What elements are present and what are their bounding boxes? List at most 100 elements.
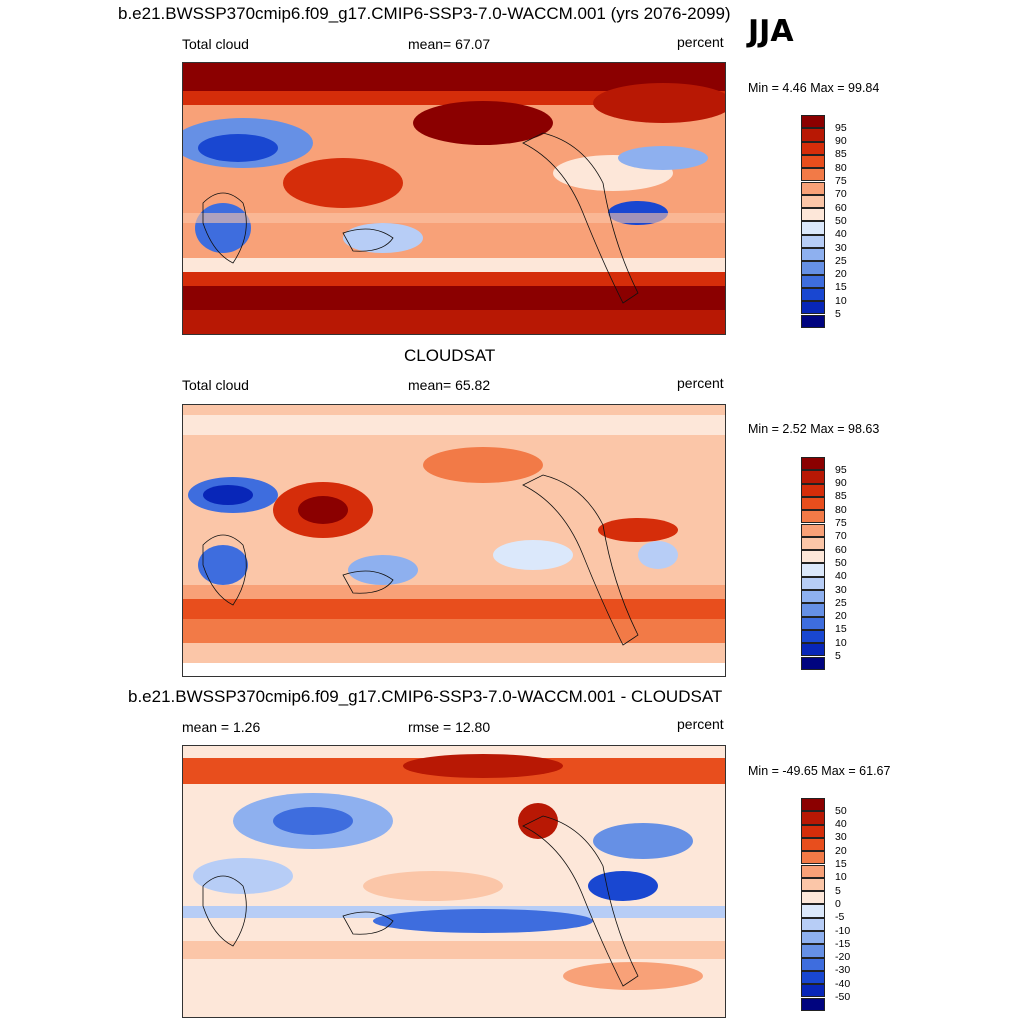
colorbar-tick-label: 15 <box>835 623 847 636</box>
colorbar-segment <box>801 470 825 484</box>
colorbar-tick-label: 90 <box>835 477 847 490</box>
colorbar-segment <box>801 181 825 195</box>
colorbar-segment <box>801 483 825 497</box>
panel-2-mean-label: mean= 65.82 <box>408 377 491 393</box>
colorbar-tick-label: 30 <box>835 241 847 254</box>
colorbar-tick-label: 20 <box>835 844 847 857</box>
colorbar-tick-label: 5 <box>835 308 841 320</box>
colorbar-tick-label: 95 <box>835 121 847 134</box>
panel-2-minmax-label: Min = 2.52 Max = 98.63 <box>748 422 880 436</box>
colorbar-segment <box>801 576 825 590</box>
colorbar-tick-label: 30 <box>835 583 847 596</box>
colorbar-tick-label: 85 <box>835 148 847 161</box>
colorbar-tick-label: -15 <box>835 937 851 950</box>
colorbar-segment <box>801 917 825 931</box>
colorbar-tick-label: 40 <box>835 228 847 241</box>
panel-2-variable-label: Total cloud <box>182 377 249 393</box>
panel-1-mean-label: mean= 67.07 <box>408 36 491 52</box>
colorbar-segment <box>801 154 825 169</box>
colorbar-segment <box>801 957 825 971</box>
colorbar-segment <box>801 141 825 155</box>
colorbar-segment <box>801 811 825 825</box>
colorbar-segment <box>801 221 825 235</box>
colorbar-tick-label: 75 <box>835 175 847 187</box>
colorbar-tick-label: 5 <box>835 884 841 897</box>
colorbar-tick-label: 75 <box>835 517 847 529</box>
colorbar-segment <box>801 314 825 328</box>
colorbar-segment <box>801 656 825 670</box>
colorbar-segment <box>801 496 825 511</box>
colorbar-tick-label: 40 <box>835 570 847 583</box>
colorbar-tick-label: 60 <box>835 201 847 214</box>
season-label: JJA <box>748 14 794 49</box>
colorbar-segment <box>801 877 825 892</box>
colorbar-tick-label: 70 <box>835 530 847 543</box>
colorbar-tick-label: -5 <box>835 911 845 924</box>
colorbar-segment <box>801 864 825 878</box>
colorbar-segment <box>801 523 825 537</box>
colorbar-segment <box>801 234 825 248</box>
colorbar-tick-label: 10 <box>835 294 847 307</box>
colorbar-segment <box>801 457 825 471</box>
colorbar-tick-label: -30 <box>835 964 851 977</box>
colorbar-tick-label: 80 <box>835 161 847 174</box>
colorbar-tick-label: -50 <box>835 991 851 1003</box>
colorbar-tick-label: 50 <box>835 804 847 817</box>
colorbar-segment <box>801 643 825 657</box>
colorbar-segment <box>801 287 825 302</box>
colorbar-tick-label: 90 <box>835 135 847 148</box>
colorbar-segment <box>801 629 825 644</box>
panel-2-contour-field <box>183 405 725 676</box>
colorbar-segment <box>801 824 825 838</box>
colorbar-segment <box>801 301 825 315</box>
colorbar-segment <box>801 274 825 288</box>
panel-3-title: b.e21.BWSSP370cmip6.f09_g17.CMIP6-SSP3-7… <box>128 687 723 706</box>
colorbar-tick-label: 15 <box>835 281 847 294</box>
panel-1-contour-field <box>183 63 725 334</box>
colorbar-tick-label: -10 <box>835 924 851 937</box>
panel-2-units-label: percent <box>677 375 724 391</box>
colorbar-segment <box>801 603 825 617</box>
colorbar-tick-label: 25 <box>835 254 847 267</box>
colorbar-segment <box>801 798 825 812</box>
colorbar-segment <box>801 944 825 958</box>
colorbar-tick-label: 5 <box>835 650 841 662</box>
panel-1-map <box>182 62 726 335</box>
colorbar-segment <box>801 168 825 182</box>
colorbar-segment <box>801 248 825 262</box>
colorbar-segment <box>801 536 825 551</box>
colorbar-segment <box>801 261 825 275</box>
panel-1-minmax-label: Min = 4.46 Max = 99.84 <box>748 81 880 95</box>
panel-3-mean-label: mean = 1.26 <box>182 719 261 735</box>
colorbar-segment <box>801 208 825 222</box>
colorbar-segment <box>801 904 825 918</box>
colorbar-segment <box>801 115 825 129</box>
colorbar-segment <box>801 550 825 564</box>
colorbar-segment <box>801 128 825 142</box>
panel-3-rmse-label: rmse = 12.80 <box>408 719 491 735</box>
panel-2-title: CLOUDSAT <box>404 346 496 365</box>
colorbar-segment <box>801 616 825 630</box>
colorbar-tick-label: 80 <box>835 503 847 516</box>
colorbar-tick-label: -40 <box>835 977 851 990</box>
panel-3-units-label: percent <box>677 716 724 732</box>
colorbar-segment <box>801 563 825 577</box>
colorbar-tick-label: 50 <box>835 214 847 227</box>
colorbar-segment <box>801 997 825 1011</box>
panel-3-map <box>182 745 726 1018</box>
colorbar-segment <box>801 837 825 852</box>
colorbar-segment <box>801 590 825 604</box>
colorbar-tick-label: 50 <box>835 556 847 569</box>
colorbar-segment <box>801 891 825 905</box>
colorbar-tick-label: 10 <box>835 871 847 884</box>
colorbar-segment <box>801 970 825 985</box>
colorbar-tick-label: 20 <box>835 268 847 281</box>
colorbar-tick-label: 20 <box>835 610 847 623</box>
colorbar-tick-label: 30 <box>835 831 847 844</box>
panel-1-units-label: percent <box>677 34 724 50</box>
colorbar-tick-label: 25 <box>835 596 847 609</box>
panel-3-minmax-label: Min = -49.65 Max = 61.67 <box>748 764 891 778</box>
colorbar-segment <box>801 931 825 945</box>
panel-1-variable-label: Total cloud <box>182 36 249 52</box>
colorbar-segment <box>801 851 825 865</box>
